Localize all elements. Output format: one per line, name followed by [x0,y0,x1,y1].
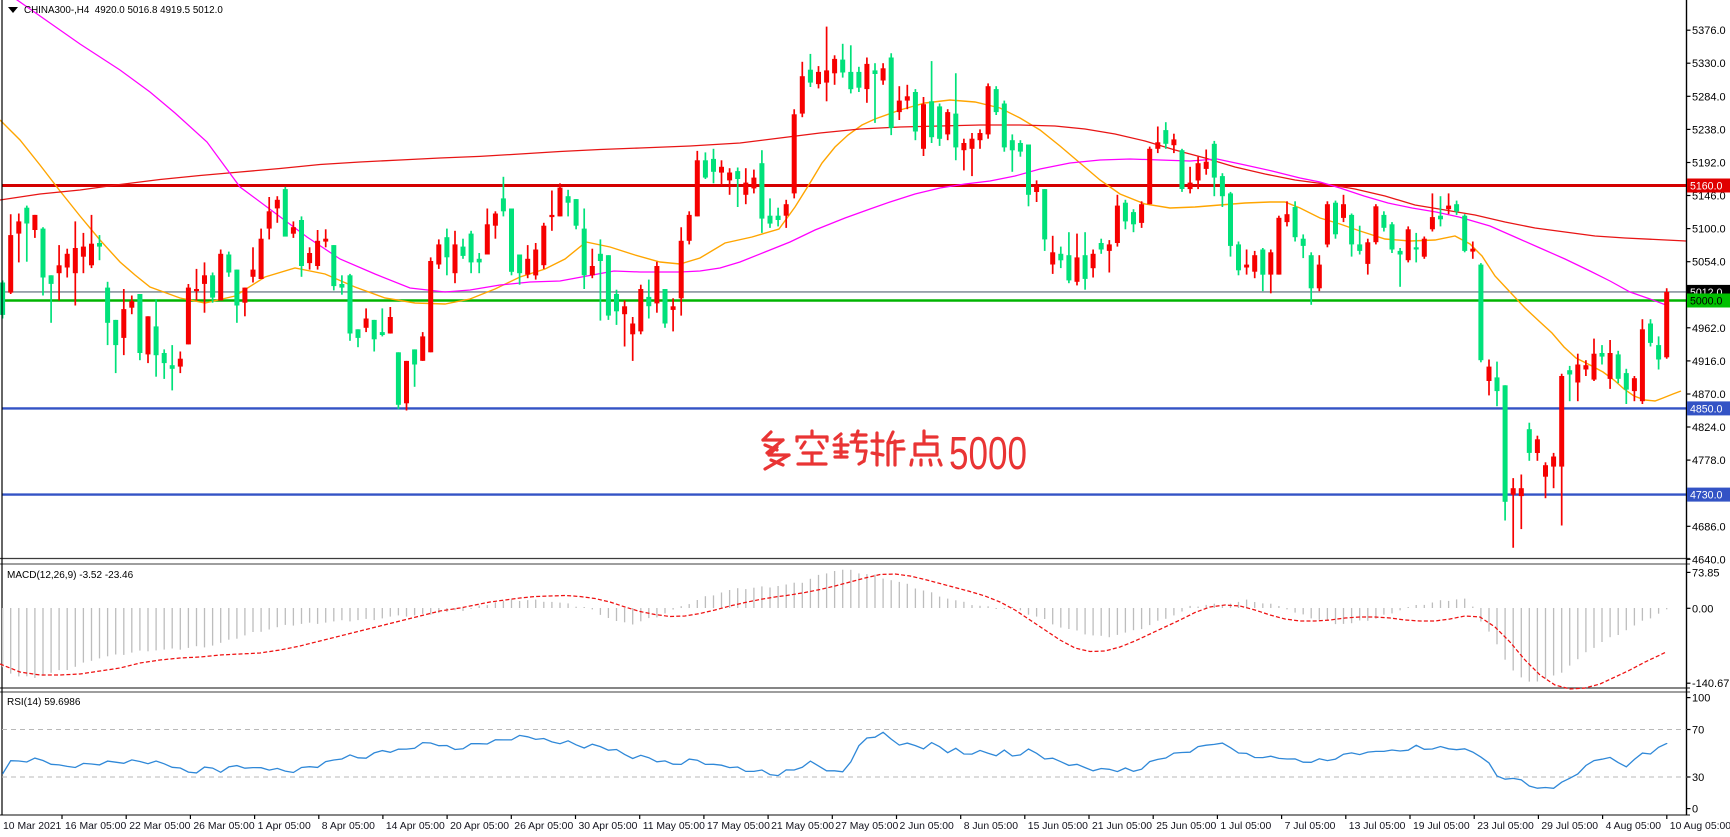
svg-text:4916.0: 4916.0 [1692,356,1726,368]
svg-text:16 Mar 05:00: 16 Mar 05:00 [65,821,126,832]
svg-text:14 Apr 05:00: 14 Apr 05:00 [386,821,445,832]
svg-text:30 Apr 05:00: 30 Apr 05:00 [579,821,638,832]
svg-text:29 Jul 05:00: 29 Jul 05:00 [1541,821,1598,832]
svg-text:0: 0 [1692,804,1698,816]
svg-text:5000: 5000 [949,427,1027,479]
svg-text:25 Jun 05:00: 25 Jun 05:00 [1156,821,1216,832]
svg-text:5000.0: 5000.0 [1690,296,1723,308]
svg-text:4824.0: 4824.0 [1692,422,1726,434]
svg-text:4870.0: 4870.0 [1692,389,1726,401]
svg-text:-140.67: -140.67 [1692,678,1729,690]
svg-text:4962.0: 4962.0 [1692,323,1726,335]
svg-text:2 Jun 05:00: 2 Jun 05:00 [900,821,955,832]
svg-text:13 Jul 05:00: 13 Jul 05:00 [1349,821,1406,832]
svg-text:5330.0: 5330.0 [1692,58,1726,70]
svg-text:4686.0: 4686.0 [1692,521,1726,533]
svg-text:23 Jul 05:00: 23 Jul 05:00 [1477,821,1534,832]
svg-text:5284.0: 5284.0 [1692,91,1726,103]
svg-text:5376.0: 5376.0 [1692,25,1726,37]
svg-text:4730.0: 4730.0 [1690,490,1723,502]
svg-text:22 Mar 05:00: 22 Mar 05:00 [129,821,190,832]
svg-text:70: 70 [1692,725,1704,737]
svg-text:4778.0: 4778.0 [1692,455,1726,467]
svg-text:8 Apr 05:00: 8 Apr 05:00 [322,821,375,832]
svg-text:8 Jun 05:00: 8 Jun 05:00 [964,821,1019,832]
svg-text:26 Apr 05:00: 26 Apr 05:00 [514,821,573,832]
svg-text:30: 30 [1692,772,1704,784]
svg-text:100: 100 [1692,693,1710,705]
svg-text:5054.0: 5054.0 [1692,257,1726,269]
svg-text:26 Mar 05:00: 26 Mar 05:00 [193,821,254,832]
svg-text:21 Jun 05:00: 21 Jun 05:00 [1092,821,1152,832]
svg-text:17 May 05:00: 17 May 05:00 [707,821,770,832]
svg-text:4850.0: 4850.0 [1690,403,1723,415]
svg-text:20 Apr 05:00: 20 Apr 05:00 [450,821,509,832]
svg-text:0.00: 0.00 [1692,603,1713,615]
svg-text:CHINA300-,H4 4920.0 5016.8 49: CHINA300-,H4 4920.0 5016.8 4919.5 5012.0 [24,5,223,16]
svg-text:11 May 05:00: 11 May 05:00 [643,821,705,832]
svg-text:1 Jul 05:00: 1 Jul 05:00 [1220,821,1271,832]
svg-text:15 Jun 05:00: 15 Jun 05:00 [1028,821,1088,832]
svg-text:27 May 05:00: 27 May 05:00 [835,821,898,832]
svg-text:4640.0: 4640.0 [1692,554,1726,566]
svg-text:19 Jul 05:00: 19 Jul 05:00 [1413,821,1470,832]
svg-text:RSI(14) 59.6986: RSI(14) 59.6986 [7,697,81,708]
svg-text:5146.0: 5146.0 [1692,191,1726,203]
svg-text:21 May 05:00: 21 May 05:00 [771,821,834,832]
svg-text:5238.0: 5238.0 [1692,124,1726,136]
svg-text:5192.0: 5192.0 [1692,158,1726,170]
svg-text:MACD(12,26,9) -3.52 -23.46: MACD(12,26,9) -3.52 -23.46 [7,570,134,581]
svg-text:10 Mar 2021: 10 Mar 2021 [3,821,62,832]
svg-text:4 Aug 05:00: 4 Aug 05:00 [1606,821,1662,832]
svg-text:7 Jul 05:00: 7 Jul 05:00 [1285,821,1336,832]
svg-text:1 Apr 05:00: 1 Apr 05:00 [258,821,311,832]
svg-text:5160.0: 5160.0 [1690,181,1723,193]
svg-text:10 Aug 05:00: 10 Aug 05:00 [1670,821,1730,832]
svg-text:5100.0: 5100.0 [1692,224,1726,236]
svg-text:73.85: 73.85 [1692,567,1720,579]
